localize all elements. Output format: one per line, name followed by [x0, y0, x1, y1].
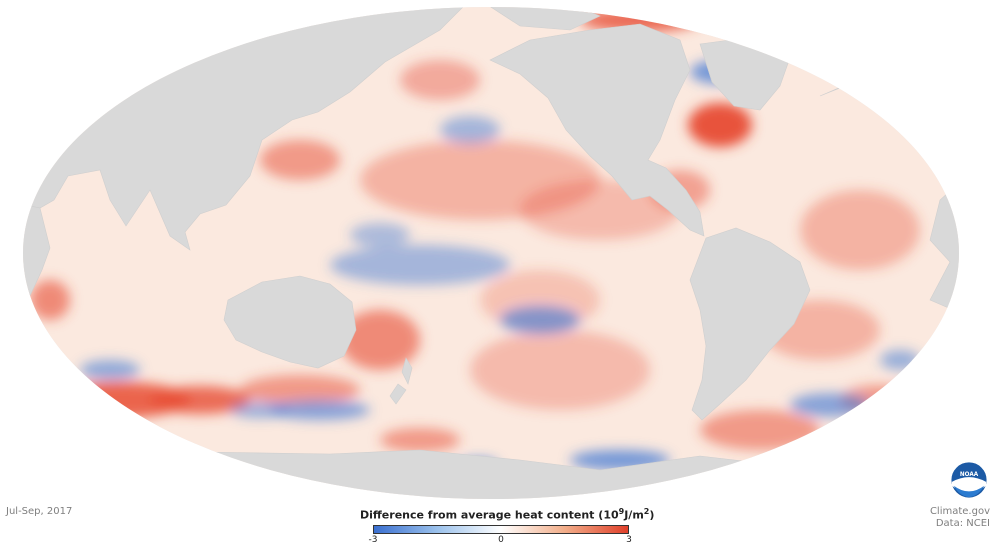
warm-anomaly [260, 140, 340, 180]
cool-anomaly [230, 402, 290, 418]
cool-anomaly [80, 360, 140, 380]
land-new-zealand [401, 357, 413, 385]
warm-anomaly [150, 386, 250, 414]
land-africa-east [23, 199, 51, 341]
legend-tick-min: -3 [368, 534, 378, 545]
warm-anomaly [800, 190, 920, 270]
cool-anomaly [500, 306, 580, 334]
warm-anomaly [340, 310, 420, 370]
cool-anomaly [270, 400, 370, 420]
date-label: Jul-Sep, 2017 [6, 506, 73, 517]
cool-anomaly [880, 350, 920, 370]
warm-anomaly [400, 60, 480, 100]
cool-anomaly [350, 223, 410, 247]
warm-anomaly [30, 280, 70, 320]
svg-text:NOAA: NOAA [960, 472, 979, 478]
credit-block: Climate.gov Data: NCEI [930, 506, 990, 530]
warm-anomaly [688, 103, 752, 147]
legend-title: Difference from average heat content (10… [360, 507, 655, 522]
legend-color-bar [373, 524, 629, 534]
legend-tick-max: 3 [626, 534, 632, 545]
legend-tick-mid: 0 [498, 534, 504, 545]
cool-anomaly [790, 393, 870, 417]
warm-anomaly [380, 428, 460, 452]
ocean-heat-map [23, 7, 959, 499]
legend-ticks: -3 0 3 [369, 534, 632, 547]
land-south-america [689, 227, 811, 421]
color-legend: Difference from average heat content (10… [360, 507, 655, 547]
noaa-logo: NOAA [950, 461, 988, 499]
land-australia [223, 275, 357, 369]
warm-anomaly [470, 330, 650, 410]
warm-anomaly [240, 375, 360, 405]
warm-anomaly [700, 410, 820, 450]
land-antarctica [23, 449, 959, 499]
land-north-america [489, 23, 705, 237]
cool-anomaly [440, 116, 500, 144]
credit-site: Climate.gov [929, 506, 990, 517]
cool-anomaly [330, 245, 510, 285]
credit-source: Data: NCEI [935, 518, 990, 529]
land-new-zealand-south [389, 383, 407, 405]
